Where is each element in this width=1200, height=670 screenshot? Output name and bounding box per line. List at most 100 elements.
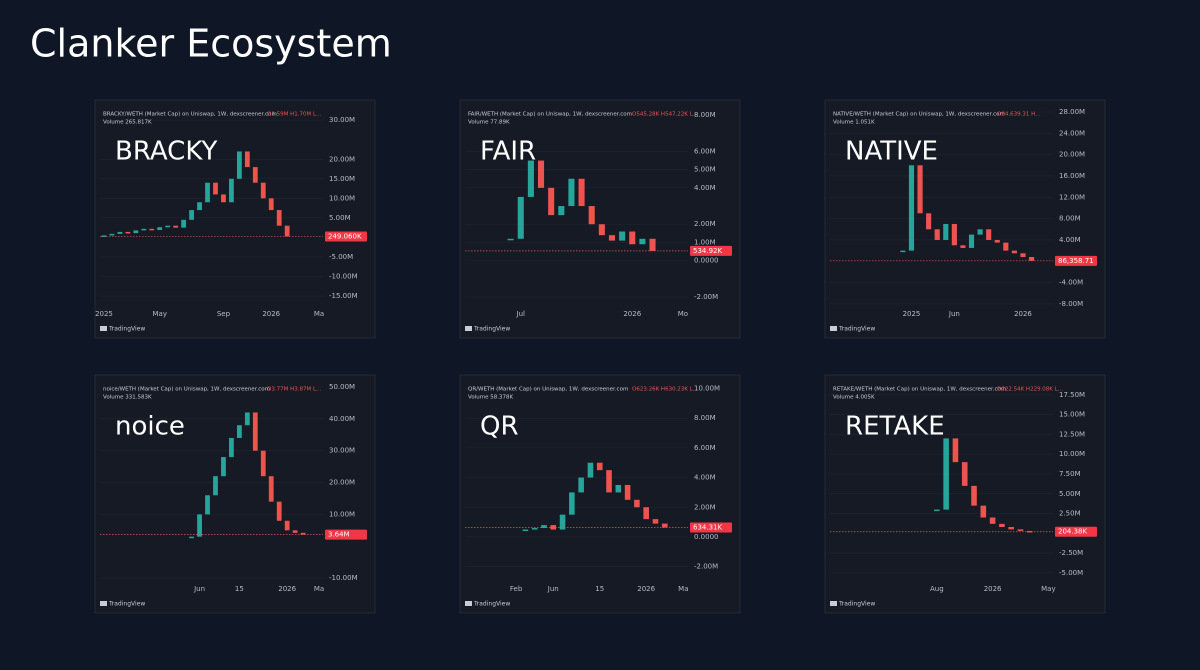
candle bbox=[960, 245, 966, 248]
candle bbox=[986, 229, 992, 240]
footer-logo bbox=[830, 601, 837, 606]
y-tick-label: 0.0000 bbox=[694, 533, 719, 541]
y-tick-label: -5.00M bbox=[329, 253, 353, 261]
price-label-box bbox=[1055, 255, 1097, 266]
candle bbox=[588, 206, 595, 225]
footer-logo bbox=[100, 601, 107, 606]
candle bbox=[559, 514, 566, 530]
price-label: 249.060K bbox=[328, 232, 362, 240]
y-tick-label: 20.00M bbox=[1059, 151, 1085, 159]
candle bbox=[968, 234, 975, 248]
candle bbox=[926, 213, 932, 230]
chart-name: NATIVE bbox=[845, 137, 938, 167]
y-tick-label: 4.00M bbox=[694, 474, 716, 482]
candle bbox=[619, 231, 626, 241]
candle bbox=[507, 238, 514, 241]
candle bbox=[109, 233, 115, 236]
x-tick-label: Jul bbox=[516, 310, 526, 318]
chart-panel: 28.00M 24.00M 20.00M 16.00M 12.00M 8.00M 4.00M… bbox=[824, 99, 1106, 339]
candle bbox=[229, 437, 234, 458]
chart-panel: 10.00M 8.00M 6.00M 4.00M 2.00M 0.0000 -2.00M Fe… bbox=[459, 374, 741, 614]
candle bbox=[624, 484, 631, 500]
candle bbox=[268, 198, 274, 211]
y-tick-label: -2.00M bbox=[694, 563, 718, 571]
footer-logo bbox=[465, 326, 472, 331]
x-tick-label: 15 bbox=[595, 585, 604, 593]
candle bbox=[133, 230, 139, 234]
ohlc-text: O1.59M H1.70M L... bbox=[267, 112, 322, 118]
y-tick-label: 24.00M bbox=[1059, 129, 1085, 137]
candle bbox=[189, 536, 194, 539]
candle bbox=[157, 227, 163, 230]
candle bbox=[994, 239, 1000, 243]
candle bbox=[977, 229, 983, 235]
footer-logo bbox=[100, 326, 107, 331]
candle bbox=[1017, 529, 1024, 531]
x-tick-label: 2025 bbox=[903, 310, 921, 318]
x-tick-label: 2026 bbox=[984, 585, 1002, 593]
x-tick-label: Jun bbox=[547, 585, 559, 593]
y-tick-label: 6.00M bbox=[694, 147, 716, 155]
y-tick-label: 40.00M bbox=[329, 415, 355, 423]
candle bbox=[1011, 250, 1017, 254]
y-tick-label: 10.00M bbox=[694, 384, 720, 392]
y-tick-label: -15.00M bbox=[329, 292, 358, 300]
pair-legend: noice/WETH (Market Cap) on Uniswap, 1W, … bbox=[103, 387, 270, 393]
volume-text: Volume 77.89K bbox=[468, 120, 510, 126]
chart-name: noice bbox=[115, 412, 185, 442]
y-tick-label: 10.00M bbox=[329, 510, 355, 518]
x-tick-label: Jun bbox=[948, 310, 960, 318]
price-label-box bbox=[1055, 526, 1097, 537]
candle bbox=[908, 165, 915, 251]
candle bbox=[943, 438, 949, 510]
y-tick-label: -10.00M bbox=[329, 574, 358, 582]
y-tick-label: 6.00M bbox=[694, 444, 716, 452]
price-label-box bbox=[690, 522, 732, 533]
chart-panel: 50.00M 40.00M 30.00M 20.00M 10.00M -10.00M Jun… bbox=[94, 374, 376, 614]
candle bbox=[284, 225, 290, 237]
candle bbox=[213, 182, 218, 195]
pair-legend: NATIVE/WETH (Market Cap) on Uniswap, 1W,… bbox=[833, 112, 1005, 118]
footer: TradingView bbox=[838, 601, 875, 608]
volume-text: Volume 4.005K bbox=[833, 395, 875, 401]
chart-name: FAIR bbox=[480, 137, 536, 167]
y-tick-label: 10.00M bbox=[1059, 450, 1085, 458]
footer: TradingView bbox=[108, 601, 145, 608]
ohlc-text: O84,639.31 H... bbox=[997, 112, 1041, 118]
candle bbox=[541, 525, 547, 529]
x-tick-label: Ma bbox=[678, 585, 688, 593]
footer: TradingView bbox=[108, 326, 145, 333]
y-tick-label: -5.00M bbox=[1059, 569, 1083, 577]
y-tick-label: 17.50M bbox=[1059, 391, 1085, 399]
candle bbox=[117, 231, 123, 234]
x-tick-label: May bbox=[152, 310, 166, 318]
y-tick-label: 28.00M bbox=[1059, 108, 1085, 116]
candle bbox=[244, 412, 250, 426]
y-tick-label: 20.00M bbox=[329, 479, 355, 487]
candle bbox=[205, 495, 210, 515]
candle bbox=[221, 457, 226, 477]
candle bbox=[165, 225, 171, 228]
y-tick-label: 5.00M bbox=[329, 214, 351, 222]
candle bbox=[661, 523, 668, 528]
y-tick-label: -8.00M bbox=[1059, 300, 1083, 308]
pair-legend: BRACKY/WETH (Market Cap) on Uniswap, 1W,… bbox=[103, 112, 277, 118]
candle bbox=[598, 224, 605, 236]
x-tick-label: Ma bbox=[314, 310, 324, 318]
candle bbox=[229, 178, 234, 203]
candle bbox=[558, 206, 565, 216]
candle bbox=[568, 178, 575, 207]
chart-name: BRACKY bbox=[115, 137, 217, 167]
chart-panel: 17.50M 15.00M 12.50M 10.00M 7.50M 5.00M 2.50M -… bbox=[824, 374, 1106, 614]
candle bbox=[643, 507, 649, 520]
candle bbox=[292, 530, 298, 533]
ohlc-text: O3.77M H3.87M L... bbox=[267, 387, 322, 393]
candle bbox=[531, 528, 538, 530]
candle bbox=[236, 425, 242, 438]
y-tick-label: 15.00M bbox=[329, 175, 355, 183]
candle bbox=[989, 517, 996, 524]
candle bbox=[578, 178, 585, 207]
x-tick-label: 15 bbox=[235, 585, 244, 593]
candle bbox=[639, 238, 646, 245]
